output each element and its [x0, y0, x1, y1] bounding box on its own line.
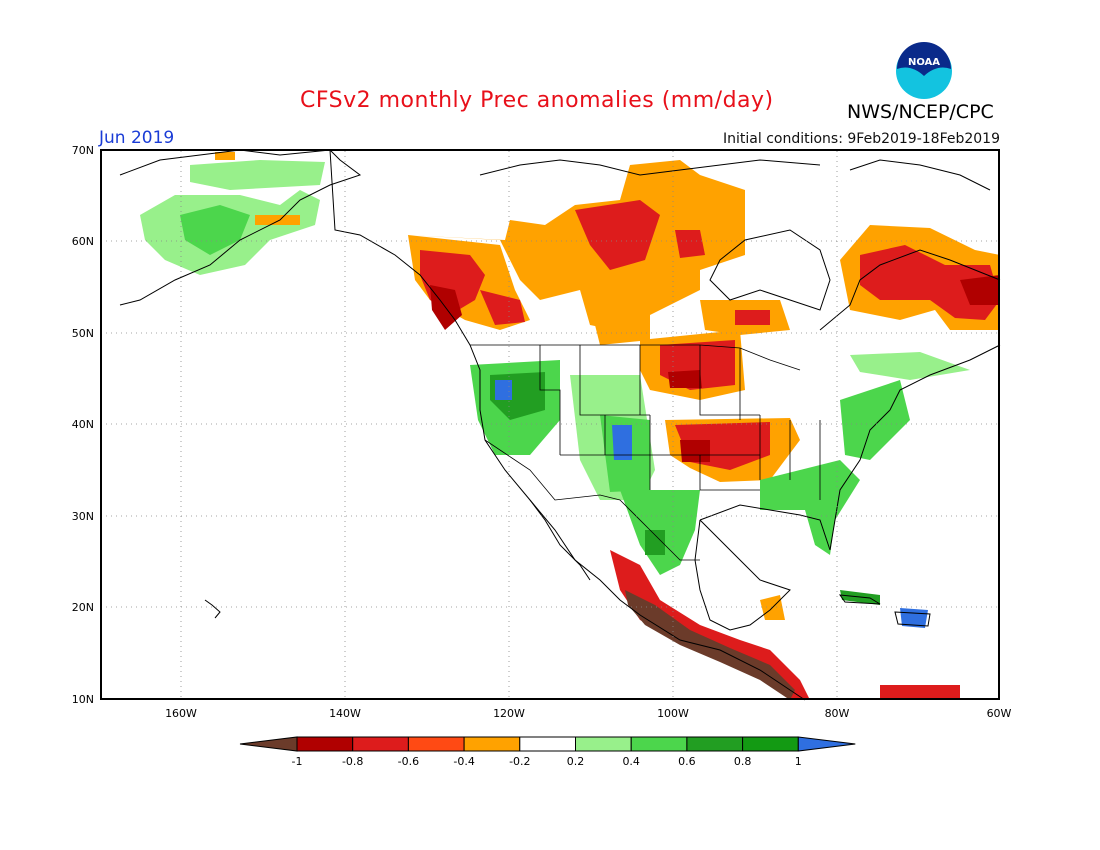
- anomaly-patch: [190, 160, 325, 190]
- initial-conditions: Initial conditions: 9Feb2019-18Feb2019: [723, 131, 1000, 147]
- anomaly-patch: [675, 230, 705, 258]
- anomaly-patch: [850, 352, 970, 380]
- colorbar-swatch: [463, 736, 521, 752]
- lat-label: 50N: [72, 327, 94, 340]
- anomaly-patch: [760, 460, 860, 555]
- anomaly-patch: [575, 200, 660, 270]
- anomaly-patch: [960, 275, 1000, 305]
- coastline: [699, 504, 831, 551]
- lat-label: 30N: [72, 510, 94, 523]
- lon-label: 160W: [165, 707, 197, 720]
- colorbar-swatch: [686, 736, 744, 752]
- colorbar-label: 0.6: [678, 755, 696, 768]
- coastline: [849, 159, 991, 191]
- lat-label: 20N: [72, 601, 94, 614]
- coastline: [838, 594, 881, 605]
- noaa-logo-text: NOAA: [908, 57, 940, 68]
- lat-label: 10N: [72, 693, 94, 706]
- anomaly-patch: [480, 290, 525, 325]
- coastline: [529, 499, 591, 581]
- forecast-month: Jun 2019: [99, 128, 175, 148]
- political-borders: [470, 344, 821, 561]
- colorbar-swatch: [519, 736, 576, 752]
- lon-label: 120W: [493, 707, 525, 720]
- anomaly-patch: [840, 380, 910, 460]
- border: [539, 345, 821, 500]
- anomaly-patch: [215, 152, 235, 160]
- anomaly-patch: [255, 215, 300, 225]
- colorbar-swatch: [352, 736, 409, 752]
- colorbar-swatch: [407, 736, 465, 752]
- colorbar-label: -0.2: [509, 755, 530, 768]
- coastline: [819, 249, 1001, 331]
- colorbar-left-arrow: [239, 736, 298, 752]
- anomaly-patch: [180, 205, 250, 255]
- lon-label: 80W: [825, 707, 850, 720]
- anomaly-patch: [590, 305, 650, 345]
- coastlines: [119, 149, 1001, 701]
- coastline: [119, 149, 362, 306]
- anomaly-patch: [645, 530, 665, 555]
- colorbar-label: 0.4: [622, 755, 640, 768]
- colorbar-swatch: [630, 736, 688, 752]
- colorbar-label: 0.8: [734, 755, 752, 768]
- anomaly-patch: [860, 245, 1000, 320]
- colorbar-label: -1: [292, 755, 303, 768]
- colorbar-swatch: [575, 736, 632, 752]
- coastline: [204, 599, 221, 619]
- colorbar-label: -0.8: [342, 755, 363, 768]
- anomaly-patch: [680, 440, 710, 462]
- anomaly-patch: [625, 590, 795, 700]
- colorbar-swatch: [742, 736, 799, 752]
- coastline: [694, 519, 791, 631]
- anomaly-patch: [735, 310, 770, 325]
- lon-label: 140W: [329, 707, 361, 720]
- coastline: [329, 149, 806, 701]
- coastline: [894, 611, 931, 627]
- lat-label: 60N: [72, 235, 94, 248]
- colorbar-right-arrow: [797, 736, 856, 752]
- colorbar-label: 0.2: [567, 755, 585, 768]
- coastline: [709, 229, 831, 311]
- latitude-labels: 70N 60N 50N 40N 30N 20N 10N: [72, 144, 94, 706]
- map-frame: [100, 149, 1000, 700]
- anomaly-patch: [668, 370, 702, 388]
- colorbar-label: -0.6: [398, 755, 419, 768]
- lon-label: 60W: [987, 707, 1012, 720]
- noaa-logo-icon: NOAA: [896, 42, 952, 99]
- map-title: CFSv2 monthly Prec anomalies (mm/day): [300, 88, 774, 113]
- colorbar-label: -0.4: [453, 755, 474, 768]
- anomaly-patch: [495, 380, 512, 400]
- lon-label: 100W: [657, 707, 689, 720]
- anomaly-patch: [612, 425, 632, 460]
- anomaly-patch: [880, 685, 960, 700]
- anomaly-patch: [405, 160, 745, 335]
- colorbar: -1 -0.8 -0.6 -0.4 -0.2 0.2 0.4 0.6 0.8 1: [239, 736, 856, 768]
- anomaly-shading: [140, 152, 1000, 700]
- lat-label: 40N: [72, 418, 94, 431]
- agency-label: NWS/NCEP/CPC: [847, 101, 994, 123]
- border: [484, 439, 700, 561]
- colorbar-swatch: [296, 736, 354, 752]
- lat-label: 70N: [72, 144, 94, 157]
- coastline: [829, 344, 1001, 551]
- longitude-labels: 160W 140W 120W 100W 80W 60W: [165, 707, 1011, 720]
- colorbar-label: 1: [795, 755, 802, 768]
- coastline: [479, 159, 821, 176]
